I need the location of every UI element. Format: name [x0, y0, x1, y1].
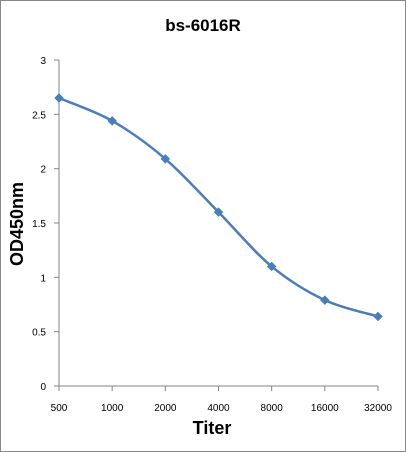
x-axis-label: Titer: [193, 418, 232, 438]
x-tick-label: 2000: [154, 403, 177, 414]
y-tick-label: 1: [40, 273, 46, 284]
data-point-2000: [160, 154, 171, 164]
series-layer: [54, 93, 383, 322]
x-tick-label: 4000: [207, 403, 230, 414]
y-tick-label: 2.5: [32, 110, 46, 121]
y-tick-label: 2: [40, 165, 46, 176]
y-axis: 0 0.5 1 1.5 2 2.5 3: [32, 56, 60, 393]
data-point-1000: [107, 115, 118, 126]
x-tick-label: 1000: [101, 403, 124, 414]
data-point-500: [54, 93, 64, 103]
x-tick-label: 8000: [261, 403, 284, 414]
x-tick-label: 500: [51, 403, 68, 414]
data-point-8000: [266, 261, 277, 272]
y-axis-label: OD450nm: [7, 182, 27, 266]
data-point-32000: [373, 311, 383, 322]
chart-title: bs-6016R: [165, 16, 241, 35]
x-axis: 500 1000 2000 4000 8000 16000 32000: [51, 385, 392, 414]
y-tick-label: 0.5: [32, 328, 46, 339]
data-point-16000: [319, 295, 330, 306]
data-point-4000: [213, 207, 224, 217]
series-line: [57, 96, 380, 318]
x-tick-label: 16000: [311, 403, 339, 414]
y-tick-label: 0: [40, 382, 46, 393]
x-tick-label: 32000: [364, 403, 392, 414]
y-tick-label: 3: [40, 56, 46, 67]
y-tick-label: 1.5: [32, 219, 46, 230]
